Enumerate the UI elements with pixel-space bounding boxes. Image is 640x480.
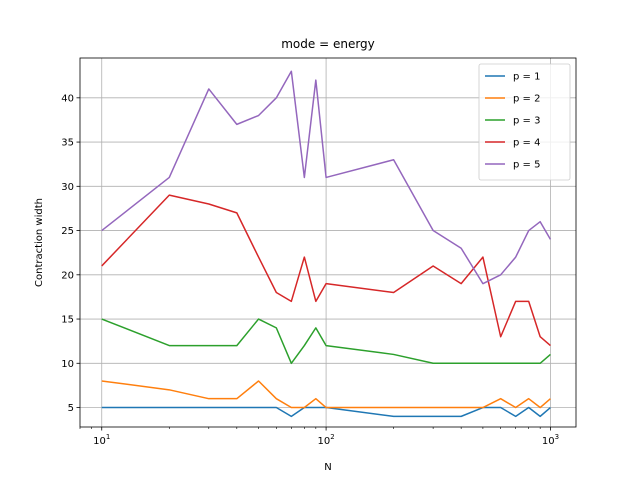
- legend-box: [478, 63, 571, 181]
- plot-frame: [79, 57, 577, 428]
- legend-label: p = 5: [513, 160, 540, 171]
- x-tick-label: 101: [93, 433, 110, 447]
- legend-label: p = 4: [513, 138, 540, 149]
- x-tick-label: 102: [317, 433, 334, 447]
- legend: p = 1 p = 2 p = 3 p = 4 p = 5: [478, 63, 571, 181]
- series-line-p5: [101, 70, 552, 285]
- chart-title: mode = energy: [281, 37, 375, 51]
- y-tick-label: 5: [68, 403, 74, 414]
- y-tick-label: 30: [61, 182, 74, 193]
- y-tick-label: 25: [61, 226, 74, 237]
- axis-ticks: 5 10 15 20 25 30 35 40 101 102 103: [61, 93, 559, 447]
- series-lines: [101, 70, 552, 418]
- legend-label: p = 2: [513, 94, 540, 105]
- y-axis-label: Contraction width: [34, 198, 45, 287]
- legend-label: p = 3: [513, 116, 540, 127]
- x-tick-label: 103: [542, 433, 559, 447]
- series-line-p2: [101, 380, 551, 409]
- y-tick-label: 35: [61, 138, 74, 149]
- grid: [80, 58, 576, 427]
- y-tick-label: 15: [61, 315, 74, 326]
- x-axis-label: N: [324, 462, 331, 473]
- series-line-p4: [101, 194, 551, 347]
- y-tick-label: 20: [61, 270, 74, 281]
- series-line-p3: [101, 318, 551, 365]
- legend-label: p = 1: [513, 72, 540, 83]
- y-tick-label: 40: [61, 93, 74, 104]
- y-tick-label: 10: [61, 359, 74, 370]
